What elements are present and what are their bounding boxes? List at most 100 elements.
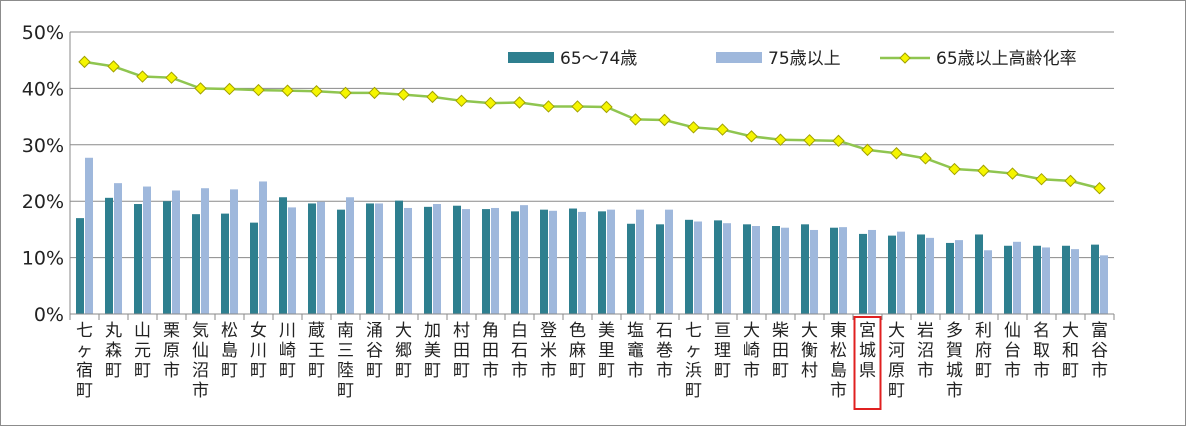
- bar-75plus: [636, 209, 644, 314]
- bar-75plus: [694, 221, 702, 314]
- aging-rate-point: [890, 147, 903, 160]
- aging-rate-point: [339, 86, 352, 100]
- y-tick-label: 10%: [22, 248, 64, 270]
- bar-75plus: [665, 209, 673, 314]
- bar-75plus: [810, 229, 818, 314]
- bar-65-74: [511, 211, 519, 314]
- category-label: 七ヶ宿町: [76, 321, 93, 401]
- highlight-box: [853, 316, 882, 410]
- bar-75plus: [201, 188, 209, 314]
- bar-65-74: [395, 200, 403, 314]
- bar-65-74: [801, 224, 809, 314]
- bars-layer: [76, 157, 1108, 314]
- category-label: 山元町: [134, 321, 151, 381]
- category-label: 岩沼市: [917, 321, 934, 381]
- aging-rate-point: [281, 84, 294, 97]
- bar-65-74: [917, 234, 925, 314]
- aging-rate-point: [136, 70, 149, 83]
- bar-65-74: [424, 206, 432, 314]
- bar-65-74: [946, 242, 954, 314]
- category-label: 川崎町: [279, 321, 296, 381]
- category-label: 蔵王町: [308, 321, 325, 381]
- aging-rate-point: [600, 100, 613, 114]
- bar-75plus: [578, 211, 586, 314]
- bar-65-74: [743, 224, 751, 314]
- bar-65-74: [656, 224, 664, 314]
- bar-65-74: [1091, 244, 1099, 314]
- aging-rate-point: [1035, 172, 1048, 186]
- y-tick-label: 40%: [22, 78, 64, 100]
- bar-75plus: [1100, 255, 1108, 314]
- category-label: 加美町: [424, 321, 441, 381]
- category-label: 涌谷町: [366, 321, 383, 381]
- category-label: 名取市: [1033, 321, 1050, 381]
- category-label: 角田市: [482, 321, 499, 381]
- bar-65-74: [1033, 245, 1041, 314]
- aging-rate-point: [310, 85, 323, 98]
- aging-rate-point: [1064, 174, 1077, 188]
- y-tick-label: 0%: [34, 304, 64, 326]
- category-label: 大和町: [1062, 321, 1079, 381]
- bar-75plus: [230, 189, 238, 314]
- category-label: 大崎市: [743, 321, 760, 381]
- y-tick-label: 20%: [22, 191, 64, 213]
- category-label: 丸森町: [105, 321, 122, 381]
- aging-rate-point: [919, 152, 932, 165]
- category-label: 石巻市: [656, 321, 673, 381]
- bar-75plus: [404, 207, 412, 314]
- aging-rate-point: [484, 96, 497, 110]
- category-label: 女川町: [250, 321, 267, 381]
- category-label: 柴田町: [772, 321, 789, 381]
- bar-65-74: [1004, 245, 1012, 314]
- bar-75plus: [346, 197, 354, 314]
- line-layer: [78, 55, 1106, 195]
- bar-75plus: [375, 203, 383, 314]
- legend-layer: 65〜74歳 75歳以上 65歳以上高齢化率: [508, 49, 1077, 69]
- aging-rate-point: [252, 83, 265, 97]
- bar-65-74: [714, 220, 722, 314]
- bar-75plus: [955, 240, 963, 314]
- bar-65-74: [975, 234, 983, 314]
- bar-65-74: [279, 197, 287, 314]
- legend-swatch-marker: [899, 52, 911, 64]
- category-label: 多賀城市: [946, 321, 963, 401]
- bar-65-74: [192, 214, 200, 314]
- aging-rate-point: [165, 71, 178, 84]
- bar-65-74: [830, 227, 838, 314]
- bar-65-74: [308, 203, 316, 314]
- legend-label: 75歳以上: [768, 49, 841, 69]
- bar-65-74: [134, 204, 142, 314]
- bar-65-74: [482, 209, 490, 314]
- category-label: 栗原市: [163, 321, 180, 381]
- aging-rate-point: [745, 130, 758, 143]
- bar-75plus: [607, 209, 615, 314]
- bar-75plus: [926, 237, 934, 314]
- aging-rate-point: [977, 164, 990, 177]
- aging-rate-point: [774, 133, 787, 146]
- aging-rate-point: [455, 94, 468, 108]
- y-tick-label: 30%: [22, 135, 64, 157]
- aging-rate-point: [194, 82, 207, 95]
- aging-rate-point: [513, 96, 526, 109]
- aging-rate-point: [687, 121, 700, 134]
- grid-layer: [70, 31, 1114, 259]
- bar-65-74: [337, 209, 345, 314]
- legend-swatch: [716, 52, 762, 63]
- aging-rate-point: [397, 88, 410, 101]
- category-label: 宮城県: [859, 321, 876, 381]
- aging-rate-point: [658, 113, 671, 127]
- bar-75plus: [85, 157, 93, 314]
- bar-75plus: [839, 227, 847, 314]
- bar-75plus: [1042, 247, 1050, 314]
- category-label: 大郷町: [395, 321, 412, 381]
- aging-rate-point: [716, 123, 729, 136]
- aging-rate-point: [542, 100, 555, 113]
- legend-label: 65歳以上高齢化率: [936, 49, 1077, 69]
- aging-rate-line: [84, 60, 1100, 190]
- bar-75plus: [317, 201, 325, 314]
- aging-rate-point: [107, 60, 120, 73]
- category-label: 大衡村: [801, 321, 818, 381]
- category-label: 七ヶ浜町: [685, 321, 702, 401]
